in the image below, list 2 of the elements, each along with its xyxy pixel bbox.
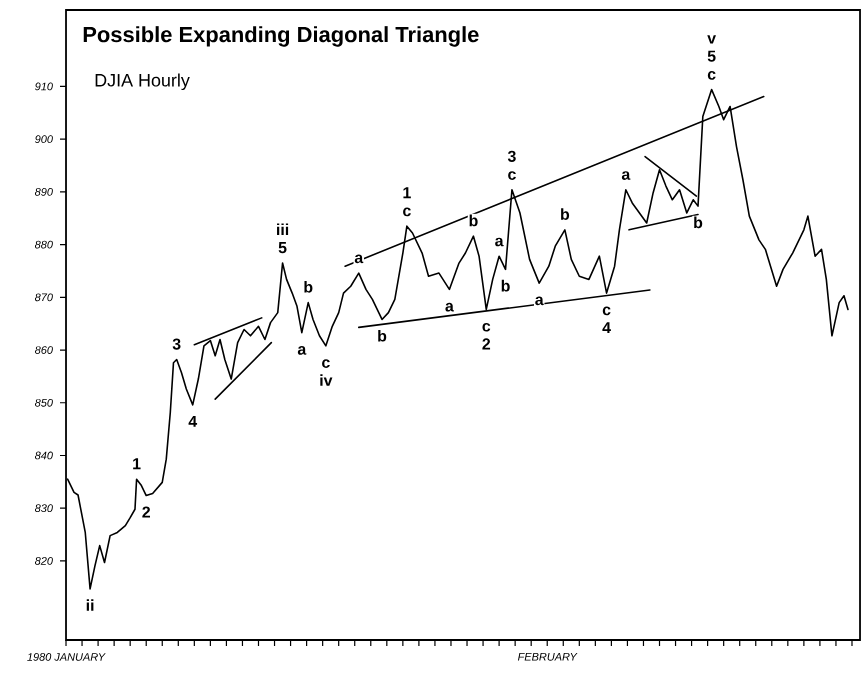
text: DJIA Hourly — [95, 73, 190, 91]
text: Possible Expanding Diagonal Triangle — [83, 26, 479, 47]
